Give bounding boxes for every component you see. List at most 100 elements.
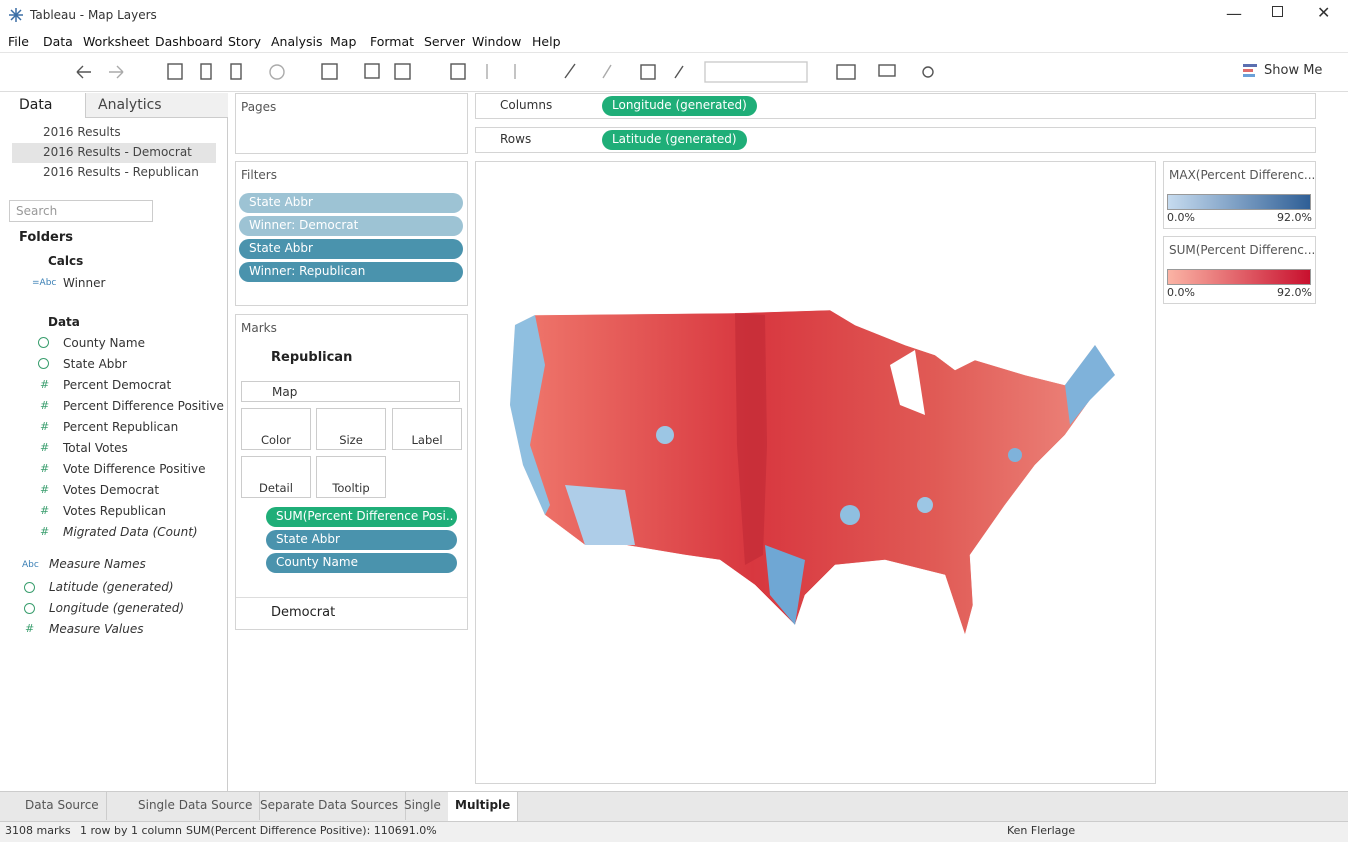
divider	[236, 597, 467, 598]
data-source[interactable]: 2016 Results - Democrat	[43, 145, 192, 159]
field-icon: #	[40, 483, 50, 496]
field[interactable]: Percent Republican	[63, 420, 179, 434]
mark-pill[interactable]: County Name	[266, 553, 457, 573]
window-title: Tableau - Map Layers	[30, 8, 157, 22]
field-icon: #	[40, 504, 50, 517]
mark-button[interactable]: Tooltip	[316, 456, 386, 498]
menu-item[interactable]: Dashboard	[155, 34, 223, 49]
field[interactable]: Latitude (generated)	[49, 580, 174, 594]
filter-pill[interactable]: State Abbr	[239, 193, 463, 213]
field[interactable]: Percent Democrat	[63, 378, 172, 392]
menu-item[interactable]: Map	[330, 34, 357, 49]
sheet-tab[interactable]: Separate Data Sources	[253, 792, 407, 820]
menu-item[interactable]: Help	[532, 34, 561, 49]
legend-ramp	[1167, 269, 1311, 285]
legend-max: 92.0%	[1277, 211, 1312, 224]
field-icon: Abc	[22, 560, 39, 570]
field[interactable]: Measure Values	[49, 622, 144, 636]
field-icon: #	[25, 622, 35, 635]
folders-label: Folders	[19, 230, 74, 245]
status-bar	[0, 821, 1348, 842]
data-source[interactable]: 2016 Results - Republican	[43, 165, 199, 179]
menu-item[interactable]: Data	[43, 34, 73, 49]
mark-button[interactable]: Size	[316, 408, 386, 450]
field[interactable]: County Name	[63, 336, 145, 350]
field[interactable]: Votes Democrat	[63, 483, 160, 497]
status-user[interactable]: Ken Flerlage	[1007, 824, 1076, 837]
data-tab[interactable]: Data	[0, 93, 85, 118]
menu-item[interactable]: Story	[228, 34, 262, 49]
field[interactable]: Vote Difference Positive	[63, 462, 206, 476]
map	[509, 309, 1116, 636]
pages-card	[235, 93, 468, 154]
status-dims: 1 row by 1 column	[80, 824, 182, 837]
sheet-tab[interactable]: Multiple	[448, 792, 519, 821]
field-icon: #	[40, 399, 50, 412]
legend-title: MAX(Percent Differenc...	[1169, 168, 1316, 182]
filter-pill[interactable]: Winner: Republican	[239, 262, 463, 282]
field[interactable]: Votes Republican	[63, 504, 167, 518]
filters-title: Filters	[241, 168, 277, 182]
mark-button[interactable]: Label	[392, 408, 462, 450]
analytics-tab[interactable]: Analytics	[85, 93, 228, 118]
field-icon: #	[40, 441, 50, 454]
status-marks: 3108 marks	[5, 824, 71, 837]
mark-type[interactable]: Map	[241, 381, 460, 402]
show-me[interactable]: Show Me	[1264, 63, 1323, 78]
app-icon	[9, 8, 23, 22]
field-icon: #	[40, 420, 50, 433]
shelf-pill[interactable]: Longitude (generated)	[602, 96, 757, 116]
status-sum: SUM(Percent Difference Positive): 110691…	[186, 824, 437, 837]
show-me-icon	[1243, 64, 1257, 77]
folder-name: Data	[48, 315, 80, 329]
close[interactable]: ✕	[1317, 3, 1331, 22]
legend-title: SUM(Percent Differenc...	[1169, 243, 1316, 257]
legend-min: 0.0%	[1167, 286, 1195, 299]
field-icon: =Abc	[32, 278, 57, 288]
marks-title: Marks	[241, 321, 277, 335]
sheet-tab[interactable]: Single	[397, 792, 449, 820]
menu-item[interactable]: Server	[424, 34, 465, 49]
maximize[interactable]	[1272, 6, 1283, 17]
field-icon: #	[40, 462, 50, 475]
sheet-tab[interactable]: Data Source	[10, 792, 107, 820]
legend-max: 92.0%	[1277, 286, 1312, 299]
field[interactable]: Percent Difference Positive	[63, 399, 224, 413]
menu-item[interactable]: Worksheet	[83, 34, 150, 49]
field[interactable]: Measure Names	[49, 557, 146, 571]
menu-item[interactable]: File	[8, 34, 29, 49]
mark-pill[interactable]: State Abbr	[266, 530, 457, 550]
layer[interactable]: Republican	[271, 350, 353, 365]
field[interactable]: Total Votes	[63, 441, 128, 455]
selected-source	[12, 143, 216, 163]
menu-item[interactable]: Window	[472, 34, 522, 49]
field-icon: #	[40, 525, 50, 538]
filter-pill[interactable]: State Abbr	[239, 239, 463, 259]
mark-pill[interactable]: SUM(Percent Difference Posi..	[266, 507, 457, 527]
field[interactable]: Migrated Data (Count)	[63, 525, 198, 539]
data-source[interactable]: 2016 Results	[43, 125, 121, 139]
minimize[interactable]: —	[1226, 4, 1242, 23]
shelf-pill[interactable]: Latitude (generated)	[602, 130, 747, 150]
layer[interactable]: Democrat	[271, 605, 336, 620]
field[interactable]: Winner	[63, 276, 106, 290]
data-pane	[0, 93, 228, 791]
field[interactable]: State Abbr	[63, 357, 127, 371]
field-icon	[24, 582, 35, 593]
shelf-label: Columns	[500, 98, 553, 112]
sheet-tab[interactable]: Single Data Source	[131, 792, 261, 820]
legend-ramp	[1167, 194, 1311, 210]
mark-button[interactable]: Detail	[241, 456, 311, 498]
search-box[interactable]: Search	[9, 200, 153, 222]
filter-pill[interactable]: Winner: Democrat	[239, 216, 463, 236]
mark-button[interactable]: Color	[241, 408, 311, 450]
toolbar-icons	[76, 61, 934, 83]
field[interactable]: Longitude (generated)	[49, 601, 185, 615]
tab-bar	[0, 791, 1348, 821]
menu-item[interactable]: Format	[370, 34, 415, 49]
menu-item[interactable]: Analysis	[271, 34, 323, 49]
field-icon: #	[40, 378, 50, 391]
toolbar	[0, 52, 1348, 92]
